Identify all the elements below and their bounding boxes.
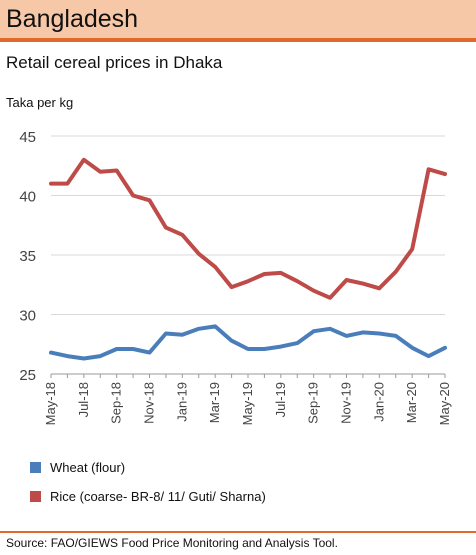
chart-title: Retail cereal prices in Dhaka bbox=[6, 53, 223, 72]
y-tick-label: 40 bbox=[19, 189, 36, 206]
y-tick-label: 30 bbox=[19, 308, 36, 325]
series-line-rice bbox=[49, 157, 447, 300]
x-tick-label: Nov-19 bbox=[339, 382, 354, 424]
y-tick-label: 45 bbox=[19, 129, 36, 146]
x-tick-label: Jul-18 bbox=[76, 382, 91, 417]
x-tick-label: Nov-18 bbox=[142, 382, 157, 424]
x-tick-label: Jan-20 bbox=[371, 382, 386, 422]
x-tick-label: May-18 bbox=[43, 382, 58, 425]
legend-swatch bbox=[30, 462, 41, 473]
legend-item: Rice (coarse- BR-8/ 11/ Guti/ Sharna) bbox=[30, 489, 266, 504]
x-tick-label: Sep-18 bbox=[109, 382, 124, 424]
x-tick-label: May-20 bbox=[437, 382, 452, 425]
y-tick-label: 25 bbox=[19, 367, 36, 384]
legend-swatch bbox=[30, 491, 41, 502]
source-note: Source: FAO/GIEWS Food Price Monitoring … bbox=[6, 536, 338, 550]
header-divider bbox=[0, 38, 476, 42]
x-tick-label: Jan-19 bbox=[174, 382, 189, 422]
legend-label: Rice (coarse- BR-8/ 11/ Guti/ Sharna) bbox=[50, 489, 266, 504]
header-bar: Bangladesh bbox=[0, 0, 476, 38]
footer-divider bbox=[0, 531, 476, 533]
x-tick-label: Mar-19 bbox=[207, 382, 222, 423]
y-tick-label: 35 bbox=[19, 248, 36, 265]
x-tick-label: May-19 bbox=[240, 382, 255, 425]
country-title: Bangladesh bbox=[6, 5, 139, 33]
x-tick-label: Mar-20 bbox=[404, 382, 419, 423]
x-tick-label: Sep-19 bbox=[306, 382, 321, 424]
series-line-wheat bbox=[49, 324, 447, 361]
legend-label: Wheat (flour) bbox=[50, 460, 126, 475]
legend-item: Wheat (flour) bbox=[30, 460, 125, 475]
y-axis-unit-label: Taka per kg bbox=[6, 95, 74, 110]
x-tick-label: Jul-19 bbox=[273, 382, 288, 417]
